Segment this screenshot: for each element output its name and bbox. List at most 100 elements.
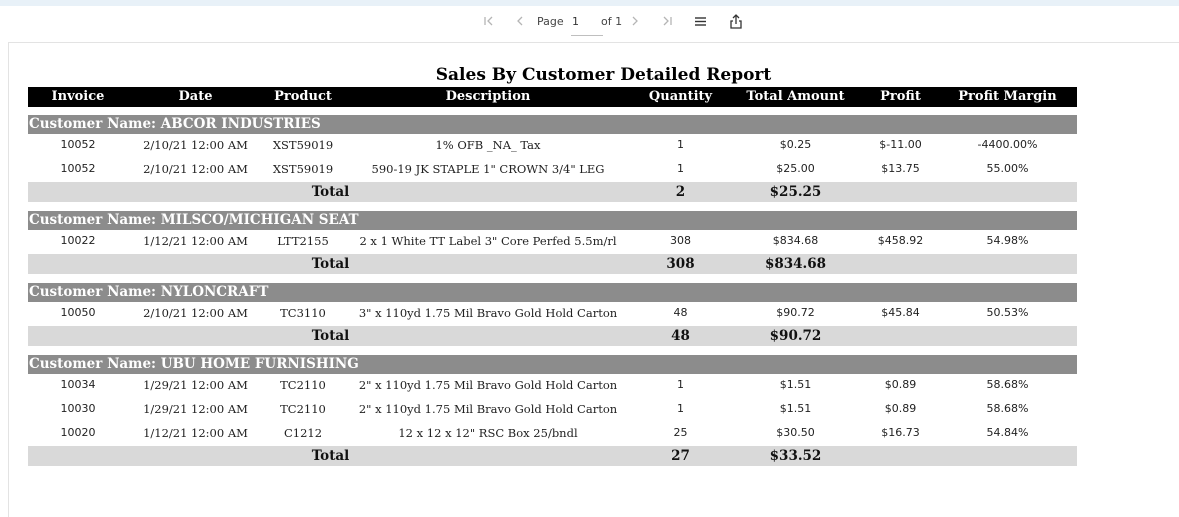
cell-date: 2/10/21 12:00 AM bbox=[143, 162, 248, 176]
cell-profit: $45.84 bbox=[881, 306, 920, 319]
table-header: Invoice Date Product Description Quantit… bbox=[28, 87, 1077, 107]
total-label: Total bbox=[311, 184, 350, 200]
cell-description: 12 x 12 x 12" RSC Box 25/bndl bbox=[398, 426, 578, 440]
menu-icon[interactable] bbox=[694, 14, 707, 34]
column-header-product: Product bbox=[274, 89, 332, 104]
total-quantity: 308 bbox=[666, 256, 695, 272]
table-row: 10052 2/10/21 12:00 AM XST59019 590-19 J… bbox=[28, 157, 1077, 181]
table-row: 10022 1/12/21 12:00 AM LTT2155 2 x 1 Whi… bbox=[28, 229, 1077, 253]
cell-total-amount: $25.00 bbox=[776, 162, 815, 175]
column-header-description: Description bbox=[445, 89, 531, 104]
cell-profit-margin: -4400.00% bbox=[977, 138, 1038, 151]
cell-quantity: 308 bbox=[670, 234, 691, 247]
group-total-row: Total 308 $834.68 bbox=[28, 254, 1077, 274]
cell-description: 2" x 110yd 1.75 Mil Bravo Gold Hold Cart… bbox=[358, 378, 618, 392]
table-row: 10020 1/12/21 12:00 AM C1212 12 x 12 x 1… bbox=[28, 421, 1077, 445]
next-page-icon[interactable] bbox=[630, 14, 640, 34]
cell-date: 1/12/21 12:00 AM bbox=[143, 234, 248, 248]
column-header-total-amount: Total Amount bbox=[746, 89, 845, 104]
cell-product: C1212 bbox=[283, 426, 323, 440]
column-header-profit-margin: Profit Margin bbox=[958, 89, 1057, 104]
total-label: Total bbox=[311, 328, 350, 344]
cell-invoice: 10022 bbox=[60, 234, 96, 247]
total-label: Total bbox=[311, 448, 350, 464]
cell-description: 2 x 1 White TT Label 3" Core Perfed 5.5m… bbox=[359, 234, 617, 248]
cell-profit: $13.75 bbox=[881, 162, 920, 175]
cell-invoice: 10052 bbox=[60, 138, 96, 151]
column-header-quantity: Quantity bbox=[648, 89, 713, 104]
page-count-label: of 1 bbox=[601, 15, 623, 28]
cell-invoice: 10034 bbox=[60, 378, 96, 391]
cell-profit: $0.89 bbox=[884, 402, 917, 415]
cell-profit-margin: 50.53% bbox=[986, 306, 1029, 319]
cell-profit-margin: 58.68% bbox=[986, 402, 1029, 415]
table-row: 10050 2/10/21 12:00 AM TC3110 3" x 110yd… bbox=[28, 301, 1077, 325]
customer-group-header: Customer Name: UBU HOME FURNISHING bbox=[28, 355, 1077, 374]
total-amount: $90.72 bbox=[769, 328, 822, 344]
cell-total-amount: $0.25 bbox=[779, 138, 812, 151]
cell-profit-margin: 58.68% bbox=[986, 378, 1029, 391]
cell-quantity: 25 bbox=[673, 426, 688, 439]
total-quantity: 27 bbox=[671, 448, 690, 464]
cell-profit: $-11.00 bbox=[879, 138, 922, 151]
last-page-icon[interactable] bbox=[661, 14, 673, 34]
customer-group-header: Customer Name: MILSCO/MICHIGAN SEAT bbox=[28, 211, 1077, 230]
cell-description: 2" x 110yd 1.75 Mil Bravo Gold Hold Cart… bbox=[358, 402, 618, 416]
cell-date: 1/29/21 12:00 AM bbox=[143, 378, 248, 392]
cell-date: 1/12/21 12:00 AM bbox=[143, 426, 248, 440]
total-amount: $834.68 bbox=[764, 256, 827, 272]
cell-invoice: 10020 bbox=[60, 426, 96, 439]
cell-quantity: 1 bbox=[677, 378, 684, 391]
column-header-date: Date bbox=[178, 89, 213, 104]
previous-page-icon[interactable] bbox=[515, 14, 525, 34]
column-header-invoice: Invoice bbox=[51, 89, 105, 104]
total-quantity: 2 bbox=[675, 184, 686, 200]
report-toolbar: Page of 1 bbox=[0, 6, 1179, 40]
table-row: 10030 1/29/21 12:00 AM TC2110 2" x 110yd… bbox=[28, 397, 1077, 421]
page-label: Page bbox=[537, 15, 564, 28]
cell-total-amount: $90.72 bbox=[776, 306, 815, 319]
cell-invoice: 10052 bbox=[60, 162, 96, 175]
cell-total-amount: $1.51 bbox=[779, 402, 812, 415]
cell-quantity: 1 bbox=[677, 162, 684, 175]
customer-group-header: Customer Name: ABCOR INDUSTRIES bbox=[28, 115, 1077, 134]
cell-quantity: 1 bbox=[677, 402, 684, 415]
group-total-row: Total 2 $25.25 bbox=[28, 182, 1077, 202]
first-page-icon[interactable] bbox=[483, 14, 495, 34]
cell-profit: $0.89 bbox=[884, 378, 917, 391]
table-row: 10052 2/10/21 12:00 AM XST59019 1% OFB _… bbox=[28, 133, 1077, 157]
export-icon[interactable] bbox=[729, 13, 743, 35]
customer-group-header: Customer Name: NYLONCRAFT bbox=[28, 283, 1077, 302]
total-label: Total bbox=[311, 256, 350, 272]
cell-total-amount: $1.51 bbox=[779, 378, 812, 391]
cell-date: 2/10/21 12:00 AM bbox=[143, 306, 248, 320]
page-number-input[interactable] bbox=[571, 14, 603, 36]
cell-quantity: 1 bbox=[677, 138, 684, 151]
total-amount: $25.25 bbox=[769, 184, 822, 200]
cell-product: TC3110 bbox=[280, 306, 326, 320]
cell-profit-margin: 54.98% bbox=[986, 234, 1029, 247]
cell-invoice: 10030 bbox=[60, 402, 96, 415]
table-row: 10034 1/29/21 12:00 AM TC2110 2" x 110yd… bbox=[28, 373, 1077, 397]
cell-profit-margin: 54.84% bbox=[986, 426, 1029, 439]
report-title: Sales By Customer Detailed Report bbox=[435, 65, 772, 85]
cell-product: TC2110 bbox=[280, 402, 326, 416]
cell-total-amount: $834.68 bbox=[772, 234, 819, 247]
top-strip bbox=[0, 0, 1179, 6]
cell-product: XST59019 bbox=[272, 138, 334, 152]
cell-quantity: 48 bbox=[673, 306, 688, 319]
group-total-row: Total 48 $90.72 bbox=[28, 326, 1077, 346]
cell-product: XST59019 bbox=[272, 162, 334, 176]
total-amount: $33.52 bbox=[769, 448, 822, 464]
cell-invoice: 10050 bbox=[60, 306, 96, 319]
cell-product: TC2110 bbox=[280, 378, 326, 392]
cell-product: LTT2155 bbox=[277, 234, 329, 248]
cell-description: 590-19 JK STAPLE 1" CROWN 3/4" LEG bbox=[371, 162, 605, 176]
cell-profit: $16.73 bbox=[881, 426, 920, 439]
cell-profit-margin: 55.00% bbox=[986, 162, 1029, 175]
cell-date: 1/29/21 12:00 AM bbox=[143, 402, 248, 416]
cell-description: 1% OFB _NA_ Tax bbox=[435, 138, 541, 152]
total-quantity: 48 bbox=[671, 328, 690, 344]
cell-total-amount: $30.50 bbox=[776, 426, 815, 439]
column-header-profit: Profit bbox=[880, 89, 921, 104]
